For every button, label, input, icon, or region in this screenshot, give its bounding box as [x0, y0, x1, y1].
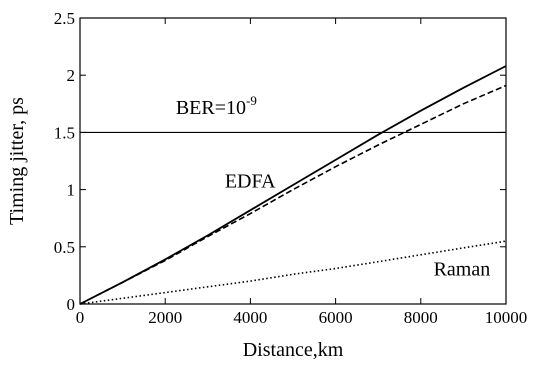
x-axis-title: Distance,km [243, 339, 344, 361]
x-tick-label: 4000 [233, 308, 267, 327]
y-axis-title: Timing jitter, ps [6, 97, 28, 225]
plot-area [79, 17, 507, 305]
series-annotation: EDFA [225, 170, 276, 192]
annotation-layer: BER=10-9 EDFA Raman [176, 93, 490, 280]
x-tick-label: 6000 [319, 308, 353, 327]
y-tick-label: 1.5 [54, 123, 75, 142]
y-tick-label: 2 [67, 66, 76, 85]
x-tick-label: 2000 [148, 308, 182, 327]
x-tick-label: 10000 [485, 308, 528, 327]
y-tick-label: 0.5 [54, 238, 75, 257]
x-tick-label: 8000 [404, 308, 438, 327]
y-tick-label: 2.5 [54, 9, 75, 28]
series-line-dashed [79, 84, 507, 305]
series-line-solid [79, 65, 507, 305]
x-tick-label: 0 [76, 308, 85, 327]
y-tick-label: 0 [67, 295, 76, 314]
ber-label-exponent: -9 [246, 93, 257, 108]
ber-label: BER=10-9 [176, 93, 257, 119]
y-tick-label: 1 [67, 181, 76, 200]
plot-frame [79, 17, 507, 305]
ber-label-base: BER=10 [176, 97, 246, 119]
series-layer [79, 65, 507, 305]
series-annotation: Raman [434, 258, 491, 280]
